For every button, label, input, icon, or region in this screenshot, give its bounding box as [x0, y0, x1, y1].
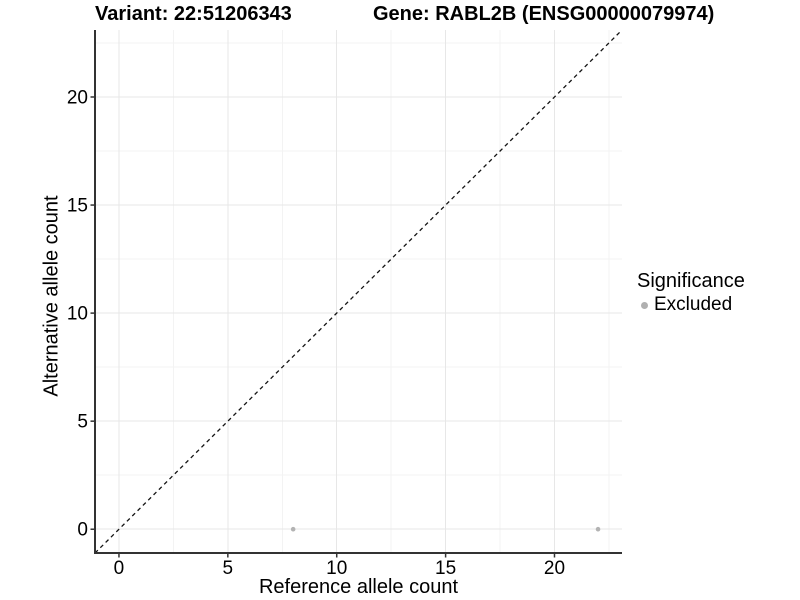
legend: Significance Excluded [637, 270, 745, 316]
dot-icon [641, 301, 648, 309]
x-axis-label: Reference allele count [258, 576, 458, 598]
legend-item-excluded: Excluded [637, 294, 745, 316]
y-tick-label: 15 [67, 196, 88, 217]
legend-item-label: Excluded [654, 294, 733, 315]
y-tick-label: 0 [77, 520, 88, 541]
data-point [595, 526, 601, 532]
plot-title-gene: Gene: RABL2B (ENSG00000079974) [373, 3, 715, 25]
y-tick-label: 10 [67, 304, 88, 325]
y-axis-label: Alternative allele count [40, 195, 63, 397]
data-point [290, 526, 296, 532]
x-tick-label: 15 [435, 558, 456, 579]
x-tick-label: 5 [223, 558, 234, 579]
x-tick-label: 0 [114, 558, 125, 579]
y-tick-label: 20 [67, 87, 88, 108]
x-tick-label: 20 [544, 558, 565, 579]
x-tick-label: 10 [326, 558, 347, 579]
identity-line [94, 29, 623, 554]
legend-title: Significance [637, 270, 745, 292]
y-tick-label: 5 [77, 412, 88, 433]
plot-title-variant: Variant: 22:51206343 [95, 3, 292, 25]
